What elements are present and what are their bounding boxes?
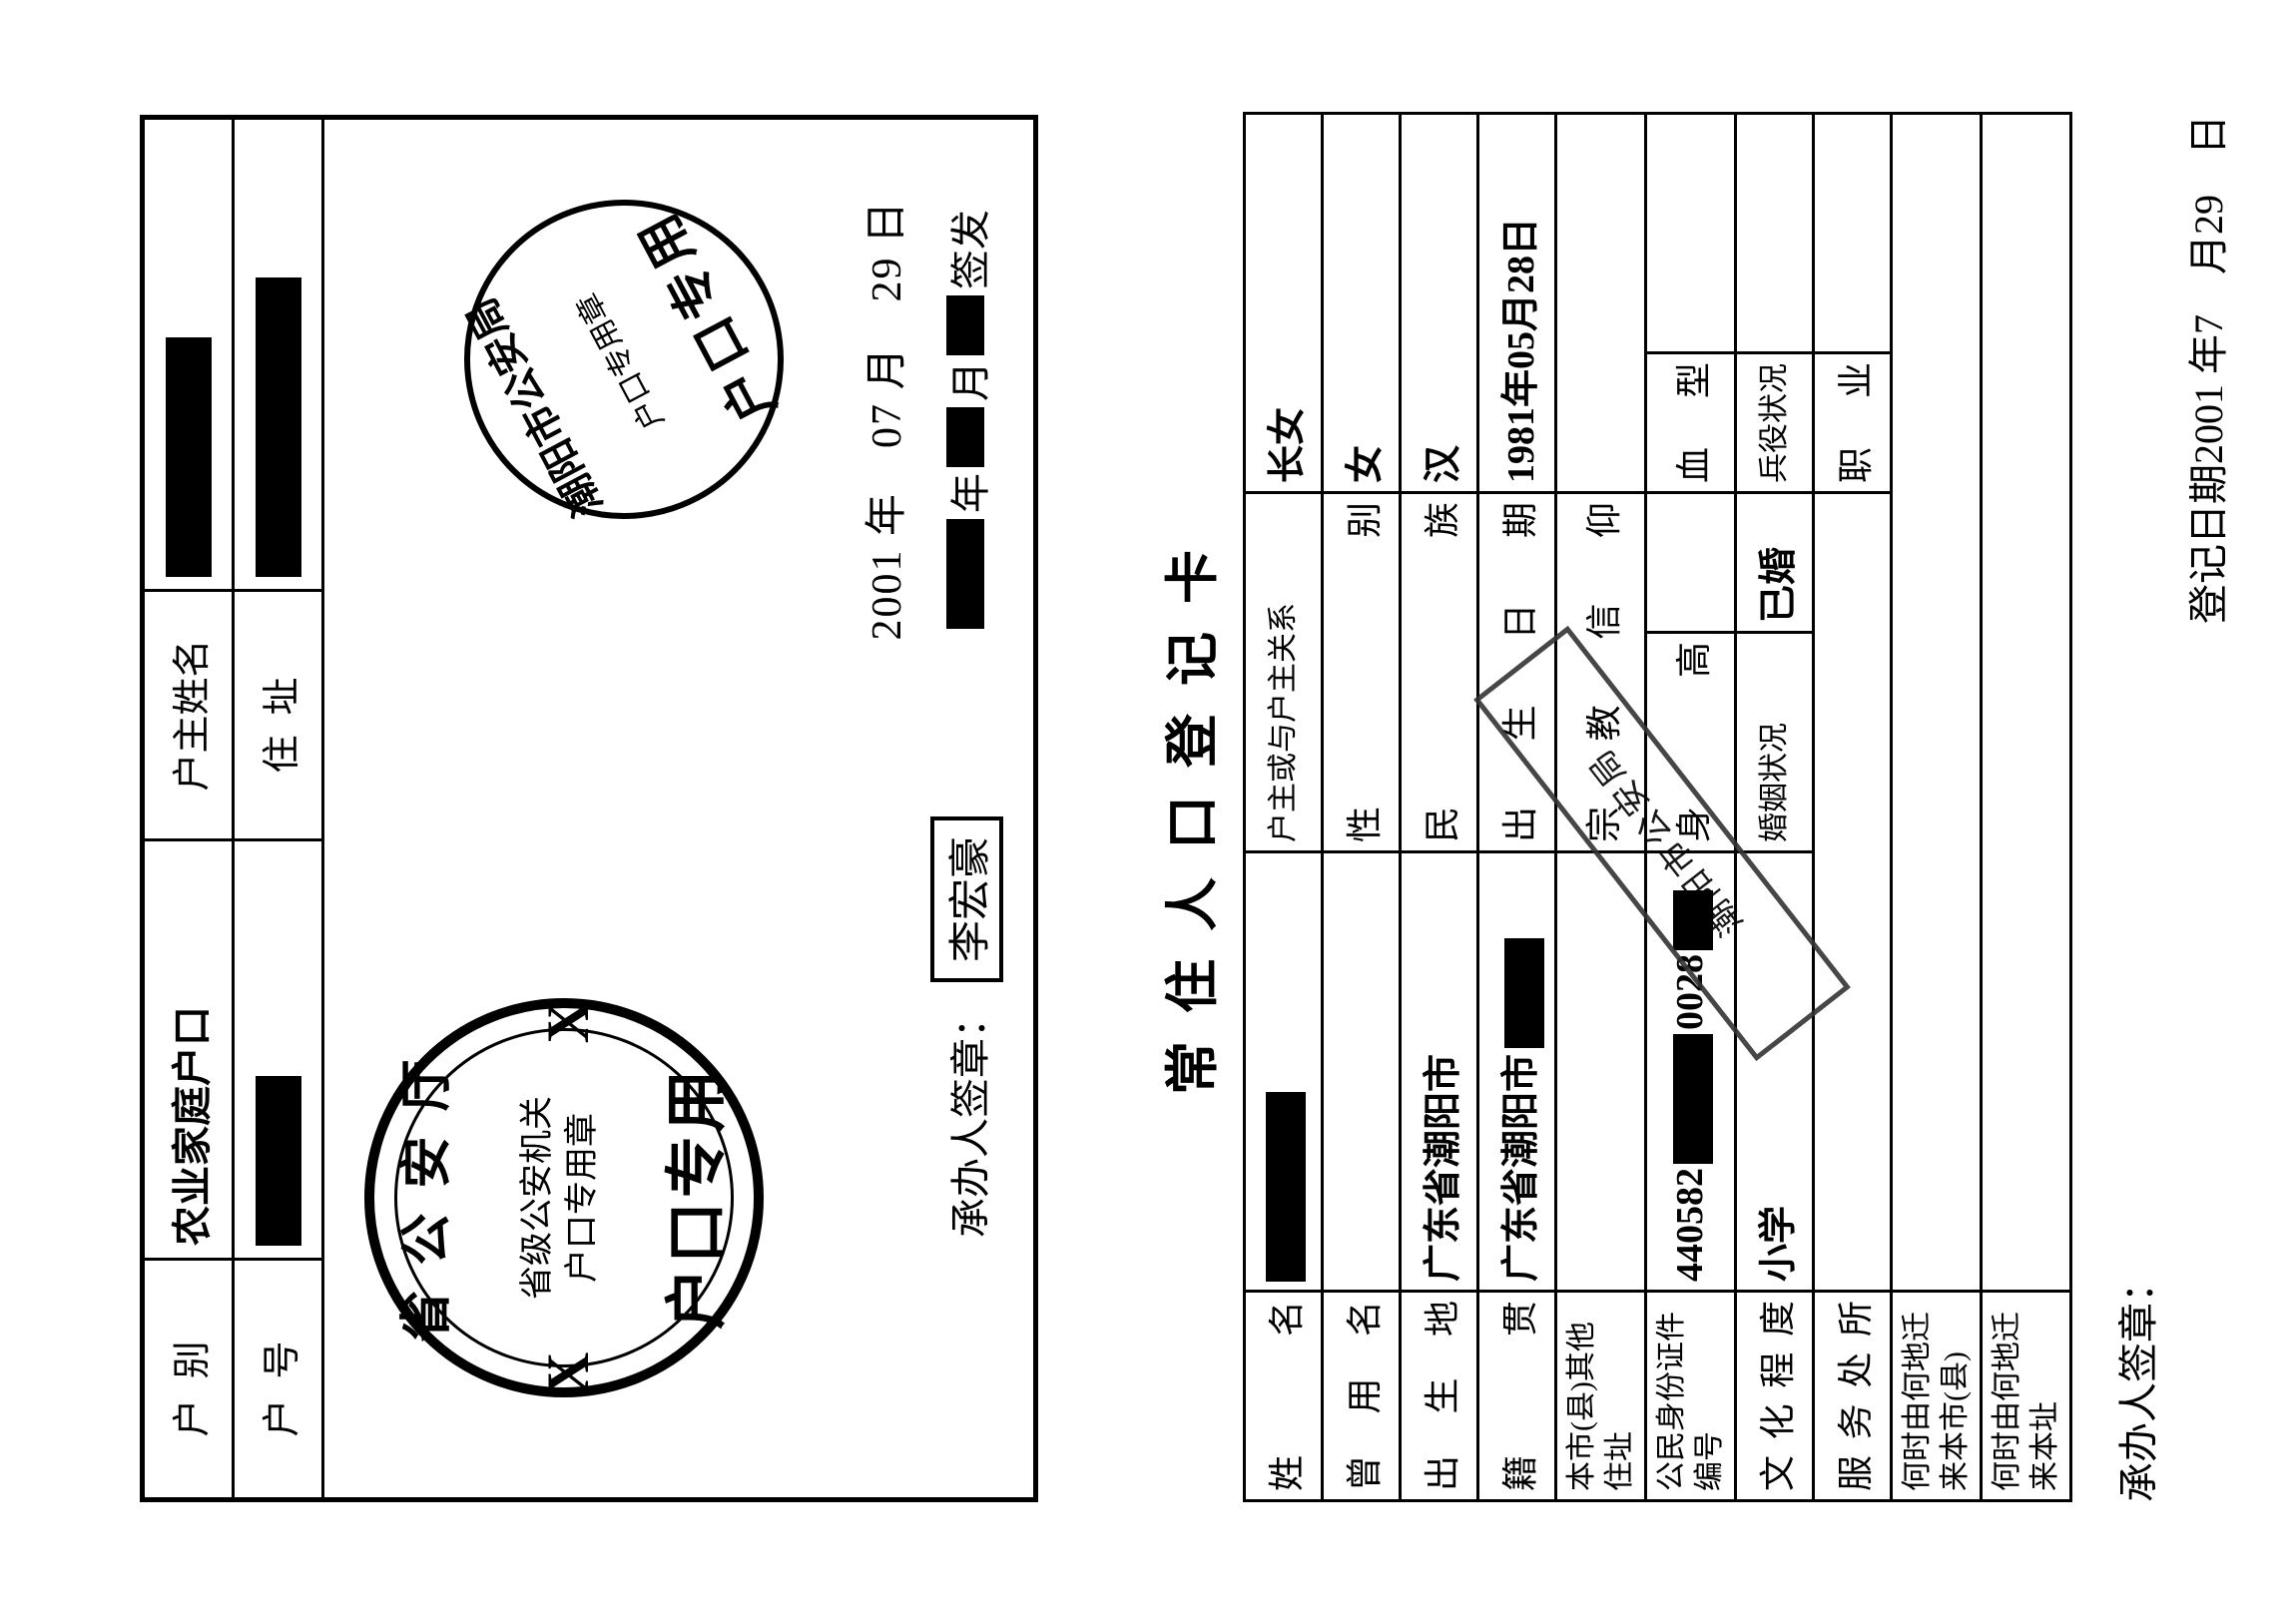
label-origin: 籍贯 (1478, 1292, 1556, 1501)
local-seal-icon: 潮阳市公安局 户口专用章 户口专用 (408, 144, 841, 576)
label-workplace: 服务处所 (1814, 1292, 1892, 1501)
label-hubie: 户别 (145, 1258, 232, 1497)
value-sex: 女 (1323, 113, 1401, 492)
label-dob: 出生日期 (1478, 493, 1556, 852)
footer-date-line: 登记日期2001 年7 月29 日 (2176, 115, 2234, 1502)
label-otheraddr: 本市(县)其他住址 (1556, 1292, 1646, 1501)
header-row-1: 户别 农业家庭户口 户主姓名 (145, 120, 235, 1497)
label-edu: 文化程度 (1736, 1292, 1814, 1501)
label-nation: 民族 (1401, 493, 1478, 852)
value-birthplace: 广东省潮阳市 (1401, 852, 1478, 1292)
label-from-city: 何时由何地迁来本市(县) (1892, 1292, 1982, 1501)
label-huhao: 户号 (235, 1258, 321, 1497)
value-from-city (1892, 113, 1982, 1291)
label-birthplace: 出生地 (1401, 1292, 1478, 1501)
sign-right: 年 月 签发 (938, 210, 996, 629)
label-name: 姓名 (1245, 1292, 1323, 1501)
value-name (1245, 852, 1323, 1292)
value-occupation (1814, 113, 1892, 352)
label-huzhu: 户主姓名 (145, 589, 232, 838)
seal-big-arc: 省 公 安 厅 (384, 1008, 459, 1387)
label-alias: 曾用名 (1323, 1292, 1401, 1501)
sign-name: 李宏豪 (930, 816, 1003, 982)
header-row-2: 户号 住址 (235, 120, 324, 1497)
value-blood (1646, 113, 1736, 352)
label-sex: 性别 (1323, 493, 1401, 852)
value-nation: 汉 (1401, 113, 1478, 492)
seal-big-mid1: 省级公安机关 (509, 1008, 558, 1387)
signature-line: 承办人签章： 李宏豪 年 月 签发 (930, 120, 1003, 1497)
footer-sign-label: 承办人签章： (2106, 1263, 2164, 1502)
card1-body: 省 公 安 厅 X X 省级公安机关 户口专用章 户口专用 潮阳市公安局 户口专… (324, 120, 1033, 1497)
label-marriage: 婚姻状况 (1736, 633, 1814, 852)
label-military: 兵役状况 (1736, 353, 1814, 493)
label-id: 公民身份证件编号 (1646, 1292, 1736, 1501)
household-summary-card: 户别 农业家庭户口 户主姓名 户号 住址 省 公 安 厅 X X 省级公安机关 … (140, 115, 1038, 1502)
registration-table: 姓名 户主或与户主关系 长女 曾用名 性别 女 出生地 广东省潮阳市 民族 汉 (1243, 112, 2072, 1502)
seal-big-bot: 户口专用 (646, 1008, 736, 1387)
value-alias (1323, 852, 1401, 1292)
value-from-addr (1982, 113, 2071, 1291)
value-edu: 小学 (1736, 852, 1814, 1292)
value-marriage: 已婚 (1736, 493, 1814, 633)
value-id: 4405820028 (1646, 852, 1736, 1292)
value-military (1736, 113, 1814, 352)
provincial-seal-icon: 省 公 安 厅 X X 省级公安机关 户口专用章 户口专用 (364, 998, 764, 1397)
sign-label: 承办人签章： (938, 998, 996, 1238)
value-otheraddr (1556, 852, 1646, 1292)
card2-title: 常住人口登记卡 (1148, 115, 1227, 1502)
label-height: 身高 (1646, 633, 1736, 852)
value-religion (1556, 113, 1646, 492)
resident-registration-card: 常住人口登记卡 姓名 户主或与户主关系 长女 曾用名 性别 (1148, 115, 2072, 1502)
label-address: 住址 (235, 589, 321, 838)
value-huhao (235, 838, 321, 1258)
value-huzhu (145, 120, 232, 589)
value-dob: 1981年05月28日 (1478, 113, 1556, 492)
label-blood: 血型 (1646, 353, 1736, 493)
label-occupation: 职业 (1814, 353, 1892, 493)
label-religion: 宗教信仰 (1556, 493, 1646, 852)
label-from-addr: 何时由何地迁来本址 (1982, 1292, 2071, 1501)
value-hubie: 农业家庭户口 (145, 838, 232, 1258)
value-height (1646, 493, 1736, 633)
value-relation: 长女 (1245, 113, 1323, 492)
footer-date: 登记日期2001 年7 月29 日 (2176, 115, 2234, 624)
issue-date: 2001 年 07 月 29 日 (853, 200, 913, 641)
value-workplace (1814, 493, 1892, 1292)
seal-big-mid2: 户口专用章 (554, 1008, 603, 1387)
value-origin: 广东省潮阳市 (1478, 852, 1556, 1292)
value-address (235, 120, 321, 589)
label-relation: 户主或与户主关系 (1245, 493, 1323, 852)
